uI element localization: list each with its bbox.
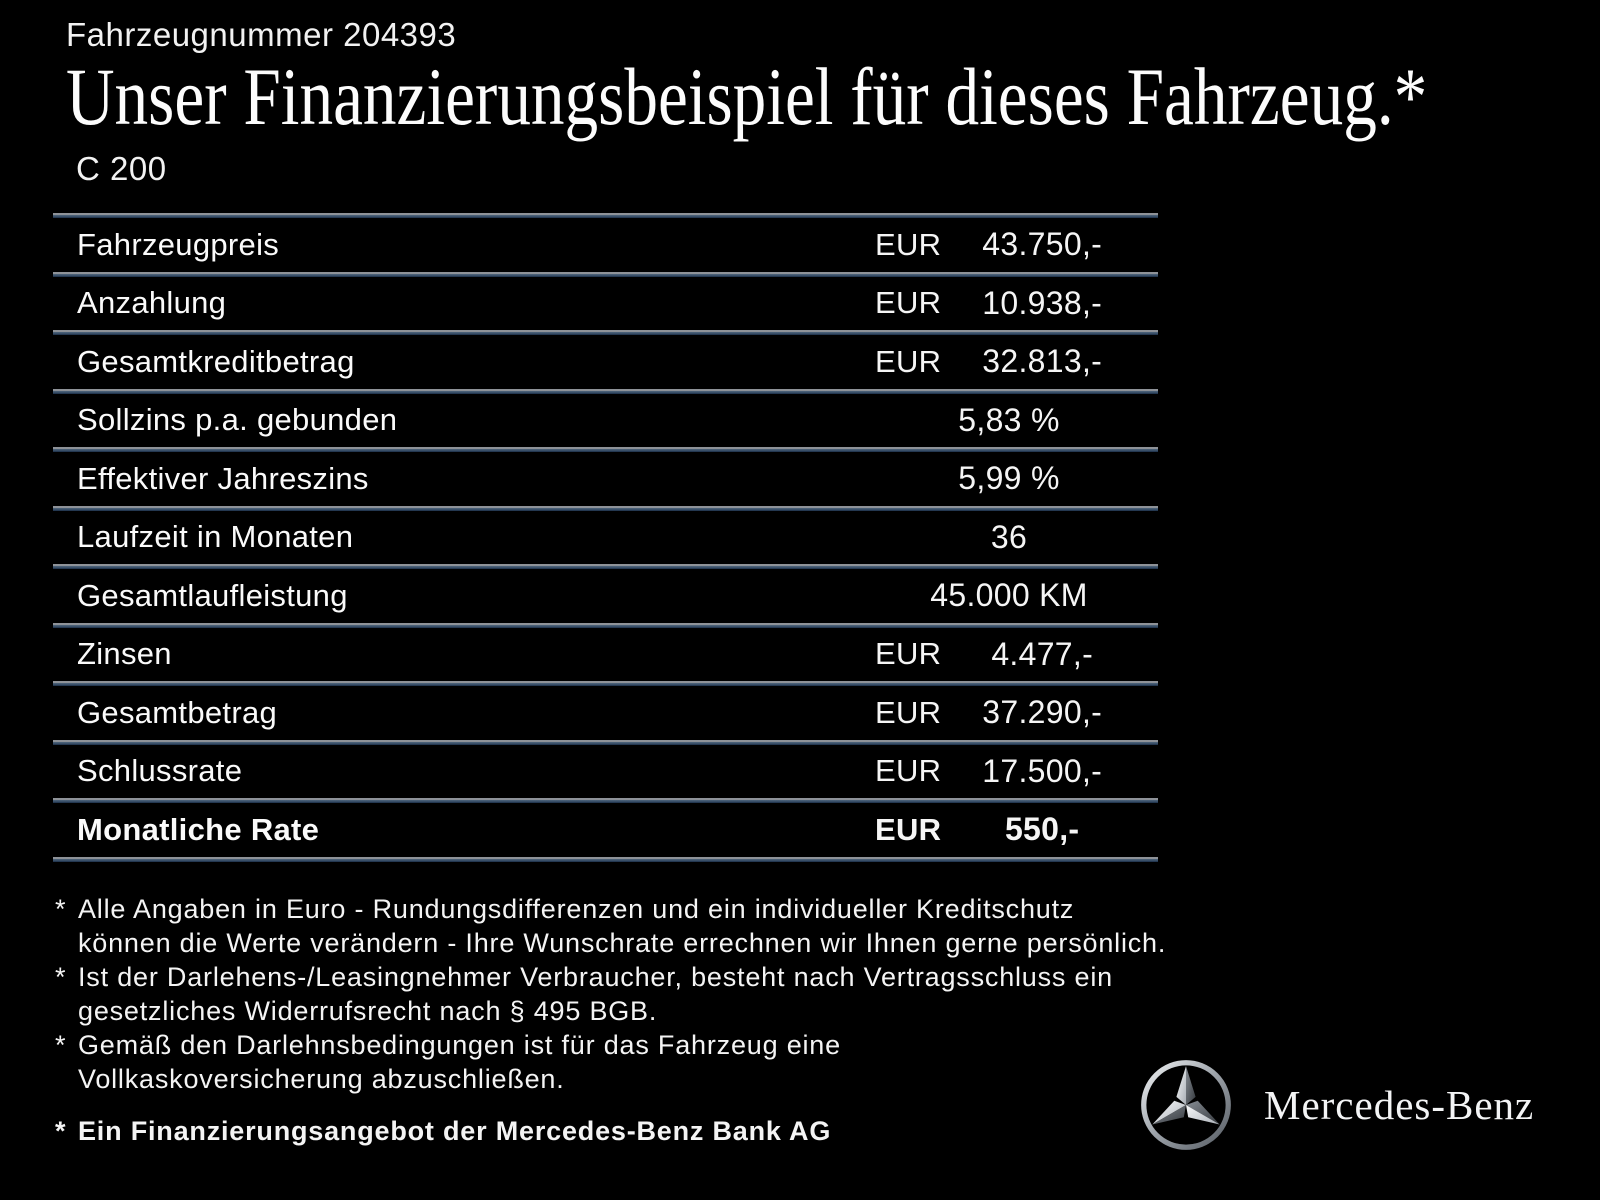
row-value: 45.000 KM — [930, 577, 1088, 614]
row-label: Gesamtkreditbetrag — [77, 343, 355, 379]
row-separator — [53, 388, 1158, 394]
currency-label: EUR — [875, 285, 942, 321]
row-value: 10.938,- — [982, 284, 1103, 321]
currency-label: EUR — [875, 636, 942, 672]
row-value: 36 — [990, 518, 1028, 555]
finance-table: Fahrzeugpreis EUR 43.750,- Anzahlung EUR 1… — [53, 213, 1158, 862]
row-separator — [53, 447, 1158, 452]
footnote: * Alle Angaben in Euro - Rundungsdiffere… — [55, 892, 1175, 960]
footnote-line: gesetzliches Widerrufsrecht nach § 495 B… — [78, 996, 658, 1026]
row-separator — [53, 505, 1158, 511]
footnote-line: Ist der Darlehens-/Leasingnehmer Verbrau… — [78, 962, 1113, 992]
footnote-line: können die Werte verändern - Ihre Wunsch… — [78, 928, 1167, 958]
footnote: * Ist der Darlehens-/Leasingnehmer Verbr… — [55, 960, 1175, 1028]
footnote-marker: * — [55, 894, 67, 924]
row-value: 5,83 % — [958, 401, 1060, 438]
brand-logo: Mercedes-Benz — [1138, 1055, 1558, 1155]
row-label: Schlussrate — [77, 753, 243, 789]
row-separator — [53, 330, 1158, 335]
model-name: C 200 — [76, 150, 167, 187]
table-row: Gesamtlaufleistung 45.000 KM — [53, 569, 1158, 623]
row-label: Gesamtbetrag — [77, 694, 278, 730]
row-value: 17.500,- — [982, 752, 1103, 789]
page-title: Unser Finanzierungsbeispiel für dieses F… — [66, 51, 1428, 142]
footnote-line: Ein Finanzierungsangebot der Mercedes-Be… — [78, 1116, 832, 1146]
table-row: Schlussrate EUR 17.500,- — [53, 745, 1158, 799]
mercedes-star-icon — [1138, 1057, 1234, 1153]
row-value: 37.290,- — [982, 694, 1103, 731]
row-label: Fahrzeugpreis — [77, 226, 280, 262]
row-separator — [53, 856, 1158, 862]
vehicle-number: Fahrzeugnummer 204393 — [66, 16, 457, 53]
table-row: Laufzeit in Monaten 36 — [53, 511, 1158, 565]
footnote-marker: * — [55, 1030, 67, 1060]
footnote-financing-offer: * Ein Finanzierungsangebot der Mercedes-… — [55, 1114, 1175, 1148]
footnote-line: Vollkaskoversicherung abzuschließen. — [78, 1064, 565, 1094]
row-label: Monatliche Rate — [77, 811, 320, 847]
row-value: 32.813,- — [982, 343, 1103, 380]
row-label: Effektiver Jahreszins — [77, 460, 369, 496]
row-separator — [53, 798, 1158, 803]
row-separator — [53, 739, 1158, 745]
currency-label: EUR — [875, 226, 942, 262]
table-row-monthly-rate: Monatliche Rate EUR 550,- — [53, 803, 1158, 857]
row-separator — [53, 622, 1158, 628]
currency-label: EUR — [875, 694, 942, 730]
row-value: 4.477,- — [991, 635, 1094, 672]
table-row: Zinsen EUR 4.477,- — [53, 628, 1158, 682]
row-label: Zinsen — [77, 636, 172, 672]
table-row: Gesamtkreditbetrag EUR 32.813,- — [53, 335, 1158, 389]
row-separator — [53, 271, 1158, 277]
table-row: Anzahlung EUR 10.938,- — [53, 277, 1158, 331]
footnote-marker: * — [55, 962, 67, 992]
footnote-marker: * — [55, 1116, 67, 1146]
row-label: Anzahlung — [77, 285, 227, 321]
footnote-line: Gemäß den Darlehnsbedingungen ist für da… — [78, 1030, 841, 1060]
row-label: Gesamtlaufleistung — [77, 577, 348, 613]
footnote: * Gemäß den Darlehnsbedingungen ist für … — [55, 1028, 1175, 1096]
table-row: Fahrzeugpreis EUR 43.750,- — [53, 218, 1158, 272]
currency-label: EUR — [875, 753, 942, 789]
brand-wordmark: Mercedes-Benz — [1264, 1082, 1535, 1128]
currency-label: EUR — [875, 811, 942, 847]
row-label: Sollzins p.a. gebunden — [77, 402, 398, 438]
table-row: Gesamtbetrag EUR 37.290,- — [53, 686, 1158, 740]
row-separator — [53, 681, 1158, 686]
currency-label: EUR — [875, 343, 942, 379]
row-value: 550,- — [1004, 811, 1080, 848]
row-separator — [53, 213, 1158, 218]
table-row: Effektiver Jahreszins 5,99 % — [53, 452, 1158, 506]
footnotes: * Alle Angaben in Euro - Rundungsdiffere… — [55, 892, 1175, 1148]
row-value: 43.750,- — [982, 226, 1103, 263]
row-value: 5,99 % — [958, 460, 1060, 497]
row-label: Laufzeit in Monaten — [77, 519, 354, 555]
table-row: Sollzins p.a. gebunden 5,83 % — [53, 394, 1158, 448]
row-separator — [53, 564, 1158, 569]
footnote-line: Alle Angaben in Euro - Rundungsdifferenz… — [78, 894, 1075, 924]
